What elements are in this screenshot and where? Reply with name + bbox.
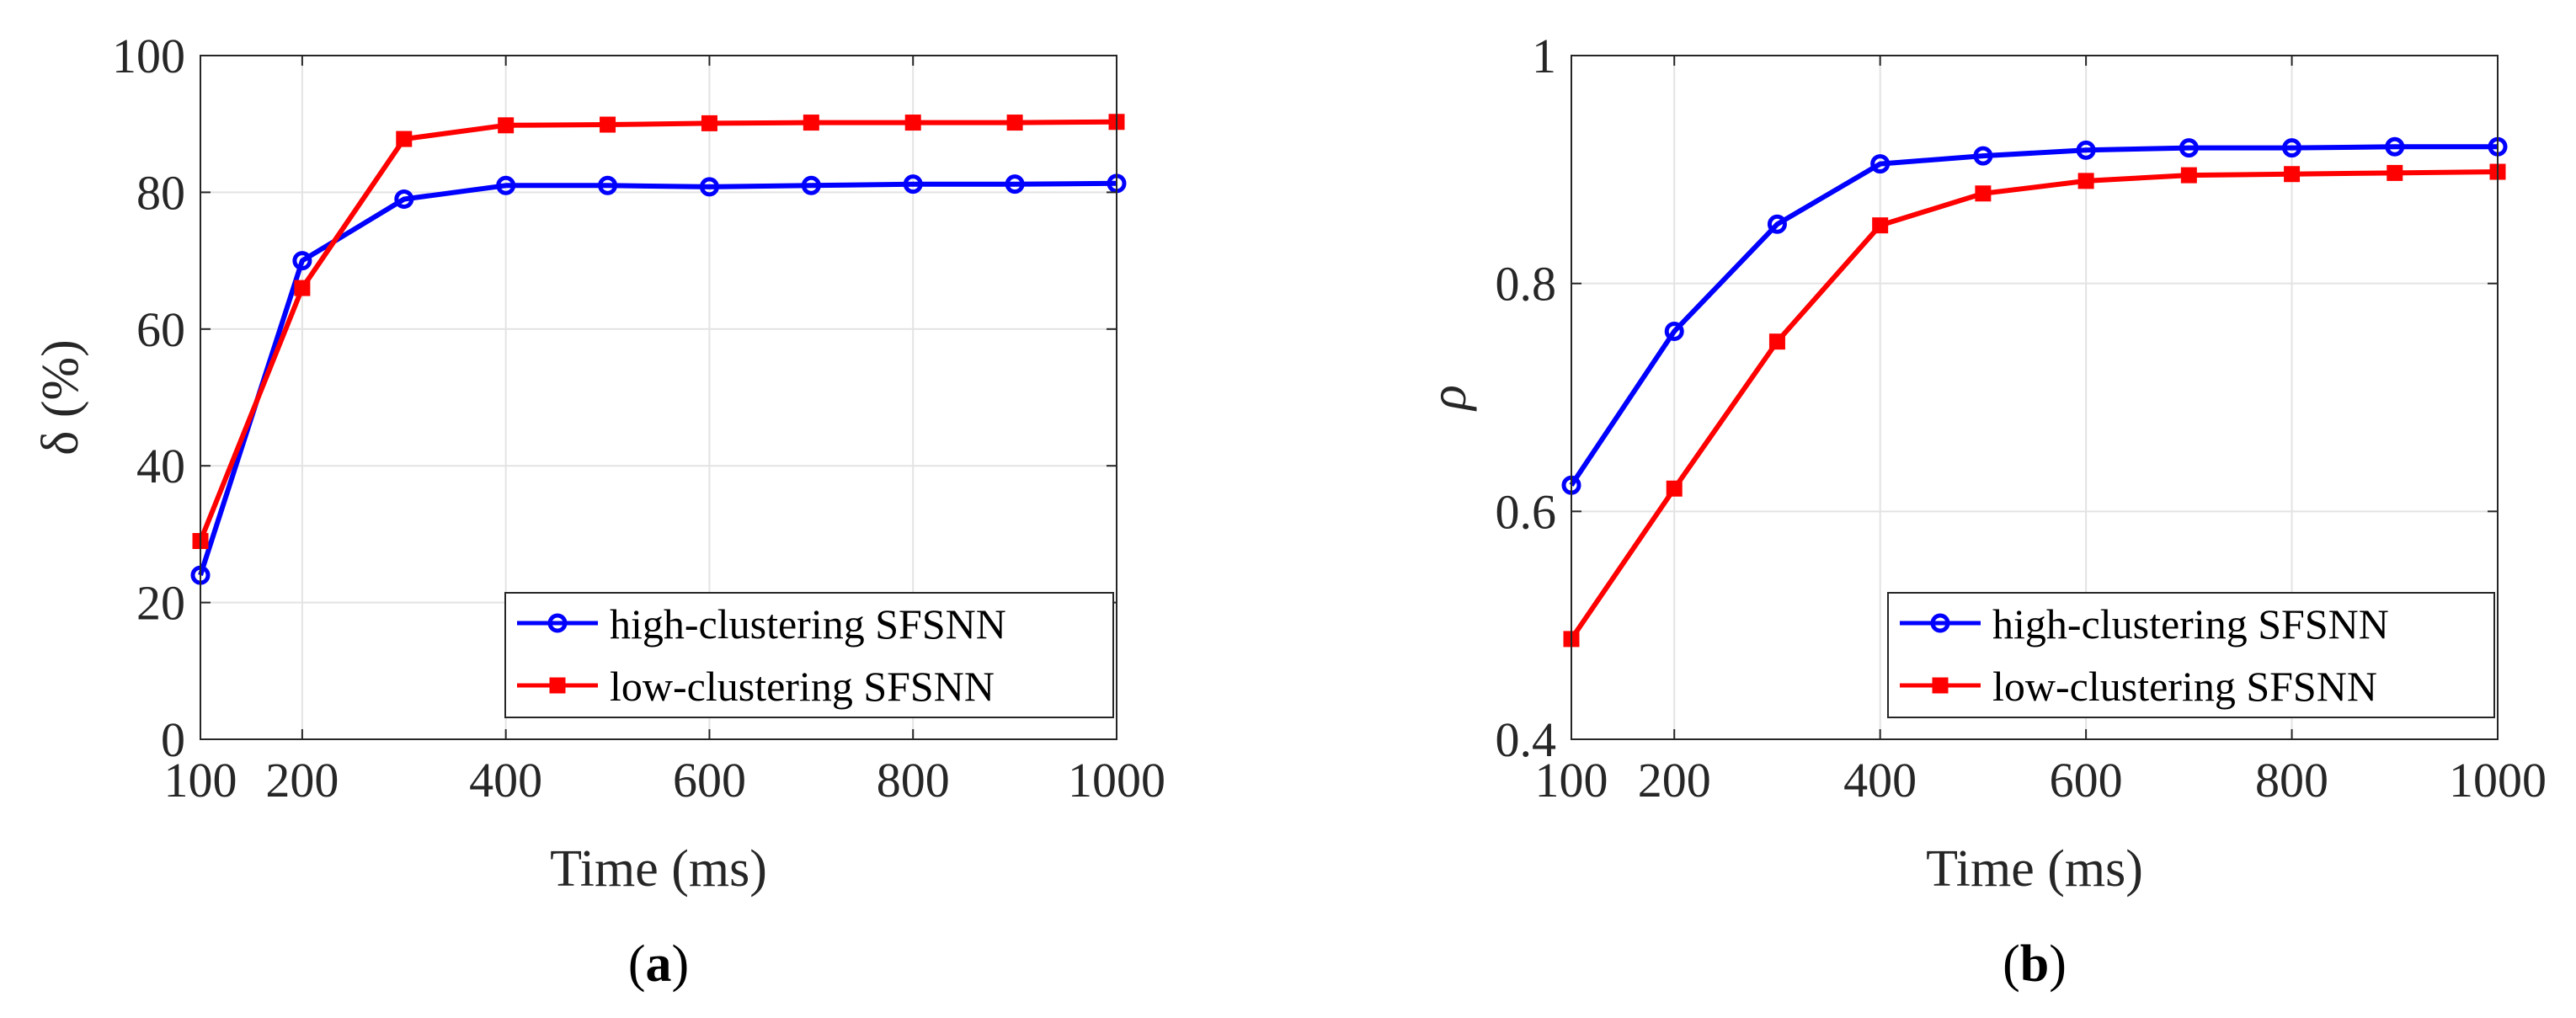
legend-box-a: [504, 592, 1114, 718]
series-layer-b: [1561, 136, 2508, 648]
legend-label-high-b: high-clustering SFSNN: [1992, 600, 2389, 648]
axes-box-b: [1571, 55, 2499, 740]
data-point-low: [1768, 333, 1785, 350]
series-line-low: [1569, 169, 2499, 641]
data-point-high: [1973, 146, 1993, 166]
legend-marker-high-a: [547, 613, 568, 633]
data-point-high: [2282, 138, 2302, 158]
data-point-high: [2179, 138, 2199, 158]
data-point-low: [498, 117, 515, 134]
panel-label-a-letter: a: [646, 935, 672, 993]
data-point-high: [1870, 154, 1891, 174]
x-axis-label-b: Time (ms): [1926, 840, 2143, 898]
data-point-high: [1005, 174, 1025, 195]
data-point-low: [803, 115, 819, 131]
data-point-high: [598, 175, 618, 195]
y-tick-label: 60: [136, 302, 185, 357]
x-tick-label: 200: [1638, 753, 1711, 807]
x-tick-label: 100: [1535, 753, 1608, 807]
panel-label-b-letter: b: [2020, 935, 2049, 993]
x-tick-label: 100: [164, 753, 237, 807]
x-tick-label: 200: [265, 753, 339, 807]
data-point-low: [904, 115, 921, 131]
y-tick-label: 0.8: [1496, 257, 1557, 312]
data-point-high: [2385, 136, 2405, 157]
series-line-high: [1569, 144, 2498, 487]
data-point-high: [292, 251, 312, 271]
legend-a: high-clustering SFSNN low-clustering SFS…: [504, 592, 1114, 718]
y-tick-label: 1: [1532, 29, 1556, 83]
data-point-low: [1975, 185, 1992, 202]
x-tick-label: 400: [1843, 753, 1917, 807]
data-point-low: [2180, 167, 2197, 184]
data-point-low: [1006, 115, 1023, 131]
data-point-low: [294, 280, 311, 296]
data-point-low: [1666, 480, 1683, 497]
data-point-high: [801, 175, 821, 195]
panel-label-b-open: (: [2003, 935, 2020, 993]
panel-a: 100 200 400 600 800 1000 0 20 40 60 80 100 Time (ms…: [32, 29, 1165, 993]
data-point-low: [2284, 166, 2301, 183]
legend-b: high-clustering SFSNN low-clustering SFS…: [1887, 592, 2495, 718]
data-point-low: [2387, 164, 2403, 181]
data-point-high: [394, 189, 414, 210]
x-tick-label: 800: [2255, 753, 2328, 807]
data-point-low: [701, 115, 717, 131]
ticks-b: 100 200 400 600 800 1000 0.4 0.6 0.8 1: [1496, 29, 2547, 807]
x-tick-label: 600: [2050, 753, 2123, 807]
x-tick-label: 600: [673, 753, 746, 807]
data-point-high: [903, 174, 923, 195]
y-axis-label-b: ρ: [1420, 385, 1477, 412]
legend-box-b: [1887, 592, 2495, 718]
data-point-low: [600, 116, 616, 133]
series-line-high: [198, 180, 1117, 577]
legend-marker-low-b: [1932, 677, 1949, 694]
y-tick-label: 20: [136, 576, 185, 631]
ticks-a: 100 200 400 600 800 1000 0 20 40 60 80 100: [112, 29, 1165, 807]
y-tick-label: 80: [136, 165, 185, 220]
grid-a: [200, 55, 1117, 740]
legend-marker-high-b: [1930, 613, 1950, 633]
y-tick-label: 40: [136, 439, 185, 493]
data-point-high: [1767, 214, 1787, 234]
data-point-high: [2076, 140, 2096, 160]
legend-marker-low-a: [549, 677, 566, 694]
x-axis-label-a: Time (ms): [550, 840, 767, 898]
y-tick-label: 100: [112, 29, 185, 83]
legend-label-low-b: low-clustering SFSNN: [1992, 663, 2377, 710]
y-axis-label-a: δ (%): [32, 339, 89, 456]
x-tick-label: 1000: [1068, 753, 1165, 807]
panel-label-b: (b): [2003, 935, 2067, 993]
panel-label-b-close: ): [2049, 935, 2067, 993]
axes-box-a: [200, 55, 1117, 740]
data-point-high: [1664, 322, 1684, 342]
x-tick-label: 800: [877, 753, 950, 807]
y-tick-label: 0.6: [1496, 484, 1557, 539]
data-point-low: [396, 131, 413, 147]
panel-label-a: (a): [628, 935, 689, 993]
data-point-low: [1872, 217, 1889, 234]
series-line-low: [198, 119, 1117, 542]
y-tick-label: 0: [161, 712, 185, 767]
data-point-low: [2077, 173, 2094, 189]
x-tick-label: 400: [469, 753, 542, 807]
panel-label-a-close: ): [672, 935, 690, 993]
data-point-high: [699, 177, 719, 197]
legend-label-low-a: low-clustering SFSNN: [610, 663, 995, 710]
data-point-high: [496, 175, 516, 195]
y-tick-label: 0.4: [1496, 712, 1557, 767]
legend-label-high-a: high-clustering SFSNN: [610, 600, 1006, 648]
x-tick-label: 1000: [2449, 753, 2547, 807]
panel-label-a-open: (: [628, 935, 646, 993]
